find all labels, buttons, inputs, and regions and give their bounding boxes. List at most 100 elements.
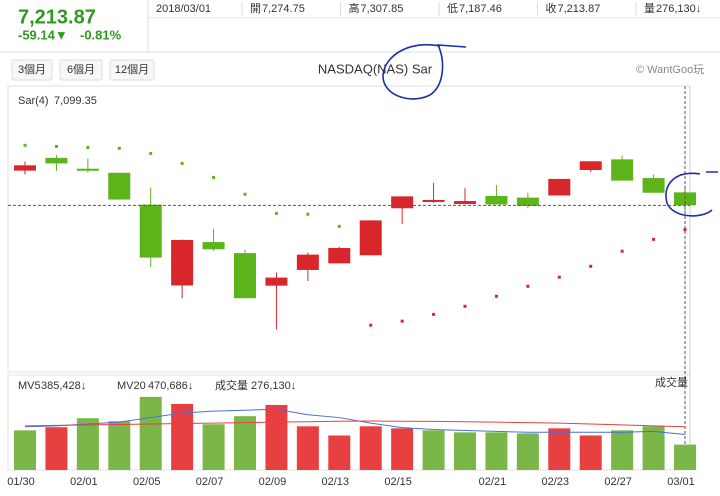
candle-body	[234, 253, 256, 299]
range-button-label[interactable]: 3個月	[18, 63, 46, 76]
sar-dot	[212, 175, 216, 179]
price-change-pct: -0.81%	[80, 27, 122, 42]
range-button-label[interactable]: 6個月	[67, 63, 95, 76]
volume-panel-title: 成交量	[655, 375, 688, 389]
ma-line	[24, 420, 686, 428]
range-button-label[interactable]: 12個月	[115, 63, 149, 76]
sar-value: 7,099.35	[54, 95, 97, 107]
sar-dot	[557, 275, 561, 279]
quote-value: 7,187.46	[459, 3, 502, 15]
candle-body	[45, 157, 68, 164]
sar-dot	[306, 212, 310, 216]
range-button[interactable]	[109, 59, 155, 81]
quote-value: 276,130↓	[656, 3, 701, 15]
candle-body	[611, 159, 634, 181]
candle-body	[265, 277, 288, 286]
hand-drawn-circle	[665, 171, 718, 217]
candle-body	[296, 254, 319, 270]
volume-bar	[108, 421, 131, 470]
sar-dot	[86, 145, 90, 149]
sar-dot	[274, 211, 278, 215]
sar-dot	[243, 192, 247, 196]
quote-value: 7,274.75	[262, 3, 305, 15]
candle-body	[76, 168, 99, 171]
sar-dot	[54, 144, 58, 148]
candle-body	[139, 204, 162, 258]
candle-body	[485, 195, 508, 205]
volume-bar	[516, 433, 539, 470]
sar-dot	[149, 151, 153, 155]
sar-dot	[463, 304, 467, 308]
quote-label: 收	[546, 1, 557, 15]
candle-body	[422, 199, 445, 202]
volume-label: 成交量	[215, 378, 248, 392]
ma-name: MV20	[117, 380, 146, 392]
volume-bar	[391, 428, 414, 470]
sar-dot	[180, 161, 184, 165]
volume-bar	[296, 426, 319, 470]
sar-dot	[620, 249, 624, 253]
quote-date: 2018/03/01	[156, 3, 211, 15]
sar-label: Sar(4)	[18, 95, 49, 107]
price-change: -59.14▼	[18, 27, 68, 42]
volume-bar	[674, 444, 696, 470]
sar-dot	[369, 323, 373, 327]
x-tick-label: 02/27	[604, 476, 632, 488]
quote-value: 7,307.85	[361, 3, 404, 15]
quote-value: 7,213.87	[558, 3, 601, 15]
candle-body	[579, 161, 602, 170]
ma-name: MV5	[18, 380, 41, 392]
credit: © WantGoo玩	[636, 64, 704, 76]
x-tick-label: 02/01	[70, 476, 98, 488]
volume-bar	[548, 428, 571, 470]
price-panel	[7, 85, 691, 373]
volume-bar	[202, 424, 225, 470]
candle-body	[642, 178, 665, 193]
quote-label: 開	[250, 2, 261, 15]
candle-body	[202, 242, 225, 250]
volume-bar	[265, 404, 288, 470]
sar-dot	[683, 228, 687, 232]
candle-body	[391, 196, 414, 209]
volume-bar	[45, 427, 68, 470]
candle-body	[328, 248, 351, 264]
volume-bar	[611, 430, 634, 470]
volume-value: 276,130↓	[251, 380, 296, 392]
range-button[interactable]	[59, 59, 103, 81]
volume-bar	[359, 426, 382, 470]
sar-dot	[400, 319, 404, 323]
quote-label: 低	[447, 2, 458, 15]
candle-body	[454, 201, 476, 205]
sar-dot	[337, 224, 341, 228]
quote-label: 高	[349, 1, 360, 15]
sar-dot	[526, 284, 530, 288]
volume-bar	[76, 418, 99, 470]
volume-bar	[14, 430, 36, 470]
ma-line	[24, 408, 686, 436]
volume-bar	[642, 426, 665, 470]
x-tick-label: 02/21	[479, 476, 507, 488]
header-bg	[0, 0, 720, 52]
volume-bar	[234, 416, 256, 470]
volume-bar	[328, 435, 351, 470]
volume-bar	[171, 403, 194, 470]
price: 7,213.87	[18, 6, 96, 28]
x-tick-label: 02/05	[133, 476, 161, 488]
range-button[interactable]	[11, 59, 53, 81]
candle-body	[359, 220, 382, 256]
ma-value: 470,686↓	[148, 380, 193, 392]
sar-dot	[652, 237, 656, 241]
sar-dot	[589, 264, 593, 268]
ma-value: 385,428↓	[41, 380, 86, 392]
x-tick-label: 02/23	[542, 476, 570, 488]
x-tick-label: 02/13	[322, 476, 350, 488]
volume-bar	[422, 430, 445, 470]
x-tick-label: 02/15	[384, 476, 412, 488]
x-tick-label: 03/01	[667, 476, 695, 488]
x-tick-label: 02/09	[259, 476, 287, 488]
candle-body	[14, 165, 36, 171]
volume-bar	[139, 396, 162, 470]
sar-dot	[23, 143, 27, 147]
